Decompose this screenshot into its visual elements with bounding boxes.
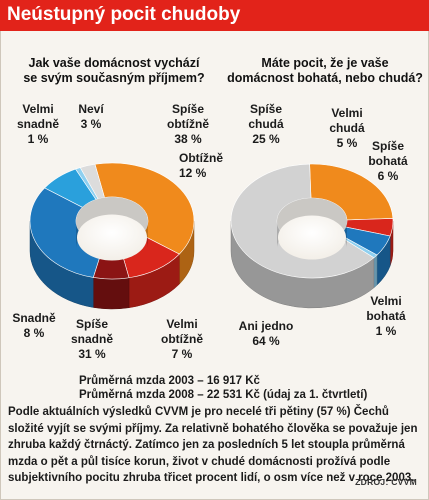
chart2-label-4-pct: 64 % [252, 334, 280, 348]
chart1-label-1-line0: Obtížně [179, 151, 223, 165]
source-credit: ZDROJ: CVVM [355, 477, 417, 487]
donut2-hole [278, 215, 346, 260]
chart1-label-0-pct: 38 % [174, 132, 202, 146]
chart1-label-5-line0: Velmi [22, 102, 53, 116]
chart2-label-4-line0: Ani jedno [239, 319, 294, 333]
donut-chart-1 [29, 162, 195, 310]
chart1-label-0-line0: Spíše [172, 102, 204, 116]
chart1-label-3-pct: 31 % [78, 347, 106, 361]
donut1-slice-6 [79, 163, 105, 200]
chart2-label-1-line0: Velmi [331, 106, 362, 120]
chart1-label-5-line1: snadně [17, 117, 59, 131]
chart2-title: Máte pocit, že je vaše domácnost bohatá,… [218, 56, 429, 86]
chart2-title-line1: Máte pocit, že je vaše [261, 56, 389, 70]
donut1-hole [77, 214, 147, 261]
article-text: Podle aktuálních výsledků CVVM je pro ne… [8, 406, 418, 484]
donut2-slice-0 [309, 163, 394, 221]
donut1-slice-0 [94, 162, 195, 255]
chart1-label-2-pct: 7 % [172, 347, 193, 361]
chart1-label-3-line0: Spíše [76, 317, 108, 331]
chart1-label-5-pct: 1 % [28, 132, 49, 146]
chart2-label-3-line1: bohatá [366, 309, 406, 323]
chart2-label-0-line1: chudá [248, 117, 284, 131]
footnote-wage-2008: Průměrná mzda 2008 – 22 531 Kč (údaj za … [79, 389, 368, 401]
chart1-title-line2: se svým současným příjmem? [23, 71, 205, 85]
chart2-label-3-pct: 1 % [376, 324, 397, 338]
chart2-label-1-line1: chudá [329, 121, 365, 135]
chart2-label-2-line1: bohatá [368, 154, 408, 168]
chart2-label-2-line0: Spíše [372, 139, 404, 153]
chart1-title: Jak vaše domácnost vychází se svým souča… [14, 56, 214, 86]
chart1-title-line1: Jak vaše domácnost vychází [28, 56, 200, 70]
chart2-label-0-pct: 25 % [252, 132, 280, 146]
chart1-label-4-line0: Snadně [12, 311, 56, 325]
chart1-label-6-line0: Neví [78, 102, 104, 116]
donut2-wall-3 [373, 254, 378, 289]
chart2-title-line2: domácnost bohatá, nebo chudá? [227, 71, 423, 85]
chart1-label-6-pct: 3 % [81, 117, 102, 131]
chart2-label-0-line0: Spíše [250, 102, 282, 116]
chart2-label-3-line0: Velmi [370, 294, 401, 308]
chart1-label-4-pct: 8 % [24, 326, 45, 340]
donut-chart-2 [230, 163, 394, 309]
chart2-label-1-pct: 5 % [337, 136, 358, 150]
chart1-label-0-line1: obtížně [167, 117, 209, 131]
chart1-label-2-line1: obtížně [161, 332, 203, 346]
page-title: Neústupný pocit chudoby [7, 4, 241, 25]
chart1-label-1-pct: 12 % [179, 166, 207, 180]
chart1-label-2-line0: Velmi [166, 317, 197, 331]
chart1-label-3-line1: snadně [71, 332, 113, 346]
title-bar: Neústupný pocit chudoby [0, 0, 429, 31]
footnote-wage-2003: Průměrná mzda 2003 – 16 917 Kč [79, 375, 260, 387]
chart2-label-2-pct: 6 % [378, 169, 399, 183]
donut1-wall-2 [93, 277, 130, 310]
